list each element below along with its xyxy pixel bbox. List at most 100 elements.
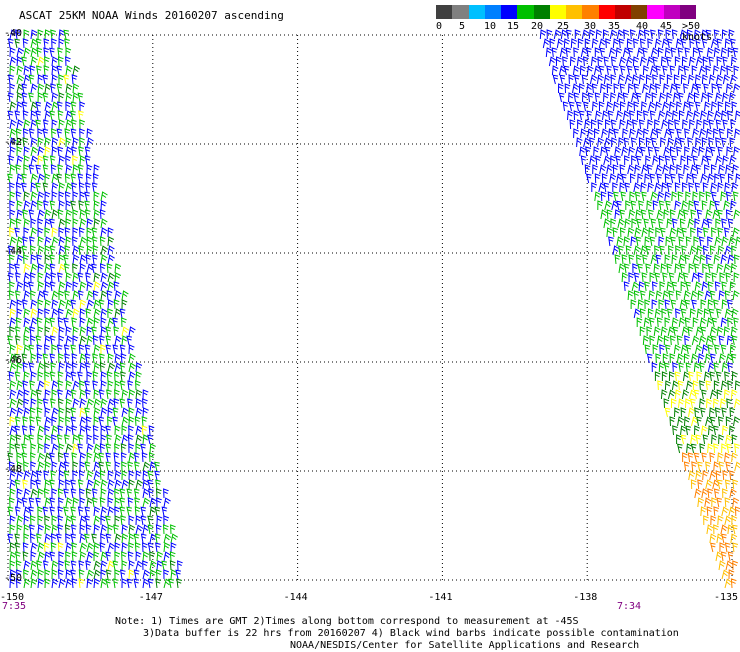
wind-barb	[94, 282, 100, 291]
wind-barb	[604, 156, 611, 165]
wind-barb	[37, 48, 42, 57]
wind-barb	[65, 291, 70, 300]
wind-barb	[100, 363, 105, 372]
wind-barb	[552, 48, 557, 57]
wind-barb	[10, 489, 16, 498]
wind-barb	[701, 408, 706, 417]
wind-barb	[733, 498, 739, 507]
wind-barb	[590, 156, 596, 165]
wind-barb	[655, 39, 661, 48]
wind-barb	[38, 192, 44, 201]
wind-barb	[704, 309, 710, 318]
wind-barb	[30, 525, 35, 534]
wind-barb	[36, 183, 41, 192]
wind-barb	[94, 273, 100, 282]
wind-barb	[722, 552, 727, 561]
wind-barb	[149, 489, 154, 498]
wind-barb	[646, 138, 651, 147]
wind-barb	[80, 336, 87, 345]
wind-barb	[59, 327, 65, 336]
wind-barb	[122, 579, 127, 588]
wind-barb	[52, 57, 58, 66]
wind-barb	[45, 579, 50, 588]
wind-barb	[59, 237, 65, 246]
wind-barb	[80, 399, 86, 408]
wind-barb	[87, 552, 94, 561]
wind-barb	[632, 219, 637, 228]
wind-barb	[670, 102, 676, 111]
wind-barb	[730, 93, 736, 102]
wind-barb	[29, 498, 34, 507]
wind-barb	[665, 174, 670, 183]
wind-barb	[695, 408, 700, 417]
wind-barb	[685, 147, 690, 156]
wind-barb	[59, 399, 64, 408]
wind-barb	[73, 237, 78, 246]
wind-barb	[733, 525, 738, 534]
wind-barb	[712, 84, 717, 93]
wind-barb	[700, 318, 706, 327]
wind-barb	[546, 48, 552, 57]
wind-barb	[731, 120, 736, 129]
wind-barb	[59, 309, 64, 318]
wind-barb	[593, 102, 599, 111]
wind-barb	[9, 291, 14, 300]
wind-barb	[65, 345, 70, 354]
wind-barb	[10, 309, 16, 318]
wind-barb	[727, 210, 732, 219]
wind-barb	[685, 318, 690, 327]
wind-barb	[689, 471, 695, 480]
wind-barb	[666, 201, 671, 210]
wind-barb	[10, 381, 16, 390]
wind-barb	[727, 66, 732, 75]
wind-barb	[627, 120, 633, 129]
wind-barb	[72, 120, 77, 129]
wind-barb	[136, 372, 142, 381]
wind-barb	[38, 462, 45, 471]
wind-barb	[724, 201, 731, 210]
wind-barb	[100, 543, 105, 552]
wind-barb	[143, 543, 148, 552]
wind-barb	[101, 381, 107, 390]
wind-barb	[647, 327, 652, 336]
wind-barb	[619, 264, 625, 273]
wind-barb	[661, 138, 666, 147]
wind-barb	[703, 471, 709, 480]
wind-barb	[656, 84, 661, 93]
wind-barb	[734, 66, 739, 75]
wind-barb	[127, 507, 132, 516]
wind-barb	[619, 138, 625, 147]
y-tick-label: -40	[4, 28, 22, 39]
wind-barb	[58, 345, 63, 354]
wind-barb	[108, 498, 113, 507]
wind-barb	[686, 282, 691, 291]
wind-barb	[710, 390, 717, 399]
wind-barb	[10, 408, 17, 417]
wind-barb	[59, 192, 64, 201]
wind-barb	[59, 246, 66, 255]
wind-barb	[94, 561, 101, 570]
wind-barb	[58, 516, 63, 525]
wind-barb	[44, 543, 49, 552]
wind-barb	[72, 318, 77, 327]
wind-barb	[79, 507, 84, 516]
wind-barb	[649, 102, 656, 111]
wind-barb	[43, 183, 48, 192]
wind-barb	[736, 111, 740, 120]
wind-barb	[113, 408, 118, 417]
wind-barb	[43, 354, 48, 363]
wind-barb	[52, 408, 59, 417]
wind-barb	[66, 156, 71, 165]
wind-barb	[45, 336, 51, 345]
wind-barb	[94, 435, 99, 444]
wind-barb	[170, 552, 175, 561]
wind-barb	[665, 363, 670, 372]
wind-barb	[80, 102, 85, 111]
wind-barb	[23, 363, 28, 372]
wind-barb	[38, 579, 44, 588]
wind-barb	[631, 201, 636, 210]
wind-barb	[50, 219, 55, 228]
wind-barb	[711, 147, 716, 156]
wind-barb	[45, 435, 51, 444]
wind-barb	[10, 561, 15, 570]
